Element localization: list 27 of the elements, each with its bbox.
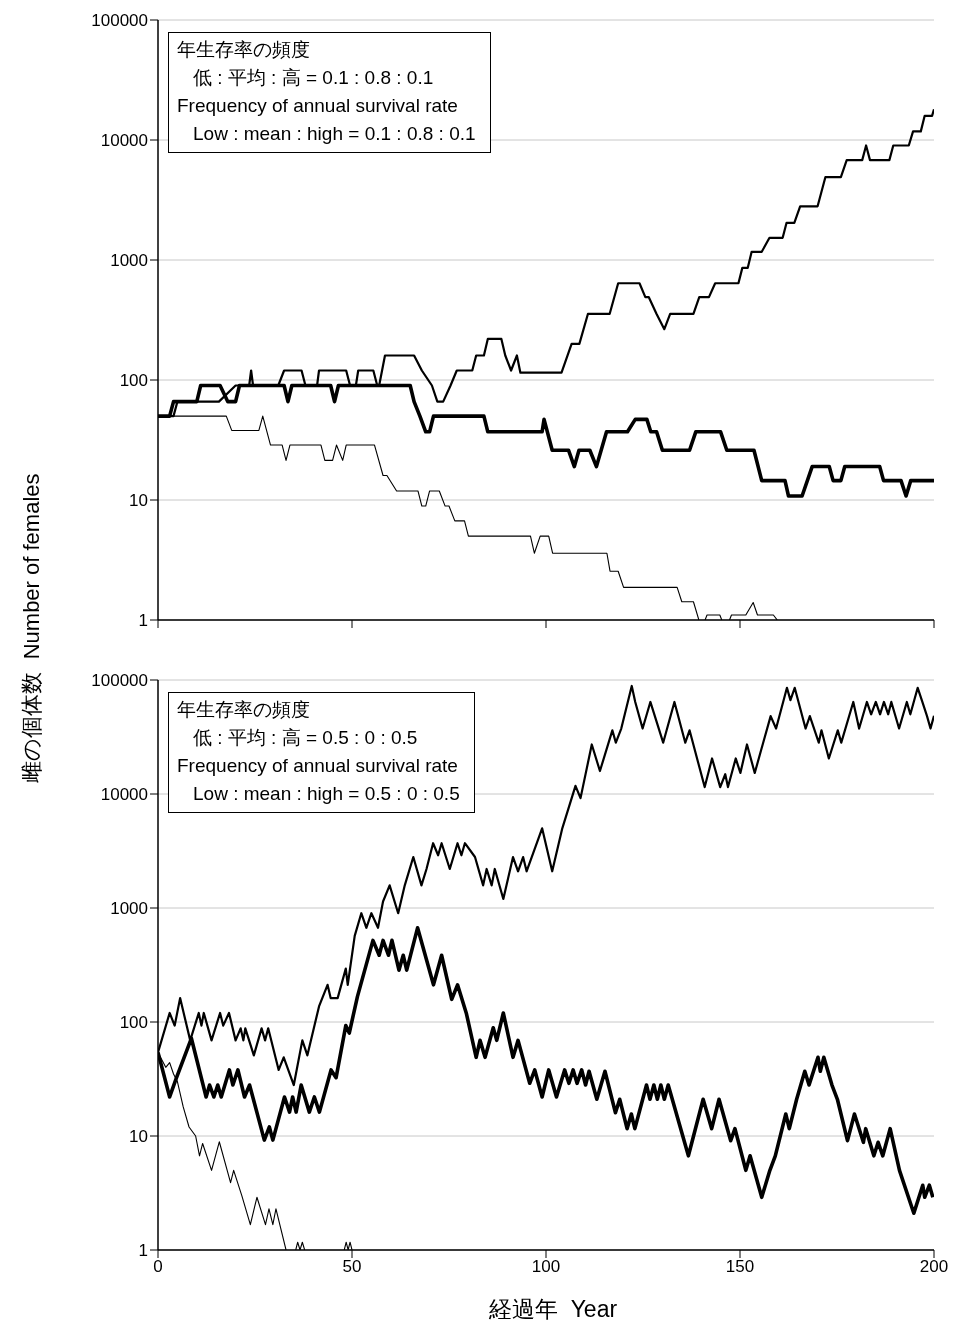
y-tick-label: 100	[119, 371, 148, 391]
annotation: 年生存率の頻度	[177, 38, 311, 62]
annotation: Low : mean : high = 0.1 : 0.8 : 0.1	[192, 122, 476, 146]
y-tick-label: 10000	[100, 131, 148, 151]
annotation: Low : mean : high = 0.5 : 0 : 0.5	[192, 782, 460, 806]
y-axis-title: 雌の個体数 Number of females	[18, 473, 45, 783]
annotation: Frequency of annual survival rate	[177, 94, 459, 118]
y-tick-label: 1	[138, 1241, 148, 1261]
x-tick-label: 0	[153, 1257, 163, 1277]
y-tick-label: 10000	[100, 785, 148, 805]
annotation: 低 : 平均 : 高 = 0.5 : 0 : 0.5	[192, 726, 419, 750]
annotation: Frequency of annual survival rate	[177, 754, 459, 778]
y-tick-label: 100000	[91, 671, 148, 691]
annotation: 年生存率の頻度	[177, 698, 311, 722]
x-tick-label: 150	[725, 1257, 755, 1277]
y-tick-label: 100000	[91, 11, 148, 31]
y-tick-label: 10	[129, 1127, 148, 1147]
y-tick-label: 1000	[110, 899, 148, 919]
y-tick-label: 1	[138, 611, 148, 631]
y-tick-label: 1000	[110, 251, 148, 271]
x-tick-label: 100	[531, 1257, 561, 1277]
x-axis-title: 経過年 Year	[487, 1295, 619, 1324]
annotation: 低 : 平均 : 高 = 0.1 : 0.8 : 0.1	[192, 66, 435, 90]
x-tick-label: 50	[342, 1257, 362, 1277]
y-tick-label: 100	[119, 1013, 148, 1033]
y-tick-label: 10	[129, 491, 148, 511]
x-tick-label: 200	[919, 1257, 949, 1277]
